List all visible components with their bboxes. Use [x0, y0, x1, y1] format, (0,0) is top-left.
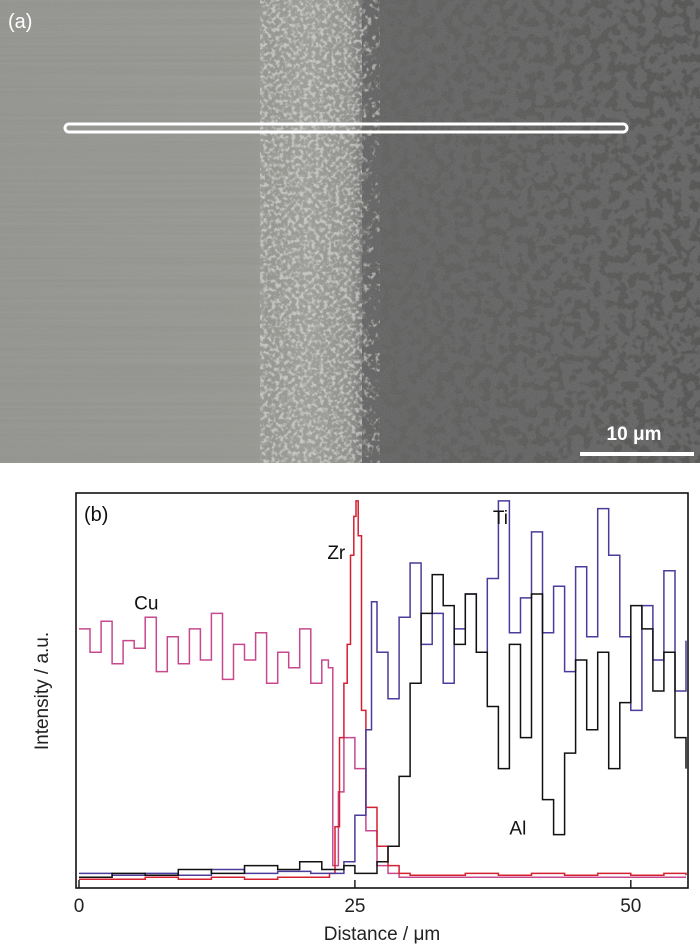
y-axis-title: Intensity / a.u.	[32, 632, 53, 750]
sem-micrograph-panel: (a) 10 μm	[0, 0, 700, 463]
series-label-cu: Cu	[134, 594, 158, 615]
x-tick-label: 0	[74, 896, 85, 917]
series-label-zr: Zr	[327, 543, 346, 564]
scale-bar-label: 10 μm	[607, 424, 662, 445]
panel-b-label: (b)	[84, 504, 108, 526]
label-layer: Cu Zr Ti Al	[134, 508, 526, 839]
series-label-al: Al	[509, 819, 526, 840]
line-scan-chart: 0 25 50 Cu Zr Ti Al (b) Distance / μm Intensi…	[32, 492, 689, 945]
series-line-zr	[79, 500, 687, 880]
tick-layer: 0 25 50	[74, 880, 641, 917]
panel-a-label: (a)	[8, 11, 32, 33]
x-tick-label: 25	[344, 896, 365, 917]
series-layer	[79, 500, 687, 880]
plot-frame	[75, 492, 689, 889]
line-scan-chart-panel: 0 25 50 Cu Zr Ti Al (b) Distance / μm Intensi…	[0, 463, 700, 946]
x-tick-label: 50	[620, 896, 641, 917]
scale-bar	[580, 452, 694, 456]
sem-micrograph: (a) 10 μm	[0, 0, 700, 463]
series-label-ti: Ti	[493, 508, 508, 529]
line-scan-path	[63, 122, 629, 134]
series-line-ti	[79, 500, 687, 877]
series-line-cu	[79, 612, 686, 878]
series-line-al	[79, 573, 687, 878]
x-axis-title: Distance / μm	[324, 924, 441, 945]
